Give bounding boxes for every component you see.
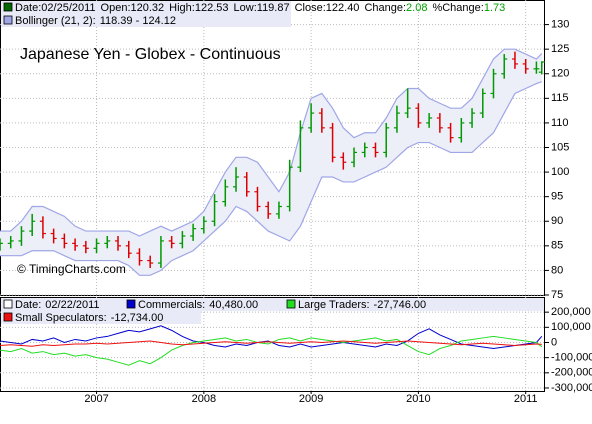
header-row bbox=[1, 1, 291, 14]
series-line bbox=[0, 340, 542, 347]
band-legend: Bollinger (21, 2): 118.39 - 124.12 bbox=[15, 15, 176, 27]
band-value: 118.39 - 124.12 bbox=[100, 15, 176, 27]
y-tick-label: 110 bbox=[551, 117, 569, 129]
watermark: © TimingCharts.com bbox=[17, 262, 126, 276]
header-value: 02/25/2011 bbox=[41, 2, 95, 14]
legend-name: Large Traders: bbox=[298, 299, 370, 311]
x-tick-label: 2008 bbox=[192, 393, 216, 405]
header-value: 2.08 bbox=[406, 2, 427, 14]
header-label: High: bbox=[169, 2, 195, 14]
header-row bbox=[1, 311, 201, 324]
y-tick-label: 105 bbox=[551, 141, 569, 153]
y-tick-label: 0 bbox=[551, 336, 557, 348]
y-tick-label: -300,000 bbox=[551, 382, 592, 394]
legend-name: Small Speculators: bbox=[15, 312, 107, 324]
legend-value: 40,480.00 bbox=[209, 299, 258, 311]
legend-swatch bbox=[3, 15, 13, 25]
header-row bbox=[1, 14, 291, 27]
header-label: Low: bbox=[234, 2, 257, 14]
band-name: Bollinger (21, 2): bbox=[15, 15, 96, 27]
header-value: 122.40 bbox=[326, 2, 360, 14]
legend-entry: Commercials: 40,480.00 bbox=[138, 299, 258, 311]
band-fill bbox=[0, 49, 542, 276]
legend-swatch bbox=[286, 299, 296, 309]
band-line bbox=[0, 81, 542, 276]
legend-entry: Small Speculators: -12,734.00 bbox=[15, 312, 163, 324]
y-tick-label: 115 bbox=[551, 92, 569, 104]
x-tick-label: 2010 bbox=[406, 393, 430, 405]
y-tick-label: 100,000 bbox=[551, 321, 591, 333]
y-tick-label: 90 bbox=[551, 215, 563, 227]
y-tick-label: 100 bbox=[551, 166, 569, 178]
header-text: Date: 02/22/2011 bbox=[15, 299, 100, 311]
legend-swatch bbox=[3, 299, 13, 309]
header-label: %Change: bbox=[432, 2, 483, 14]
y-tick-label: 120 bbox=[551, 68, 569, 80]
header-value: 02/22/2011 bbox=[45, 299, 99, 311]
y-tick-label: 200,000 bbox=[551, 306, 591, 318]
x-tick-label: 2007 bbox=[84, 393, 108, 405]
header-label: Date: bbox=[15, 299, 41, 311]
legend-name: Commercials: bbox=[138, 299, 205, 311]
header-label: Date: bbox=[15, 2, 41, 14]
header-label: Open: bbox=[101, 2, 131, 14]
y-tick-label: -100,000 bbox=[551, 352, 592, 364]
band-line bbox=[0, 48, 543, 237]
header-value: 122.53 bbox=[195, 2, 229, 14]
chart-title: Japanese Yen - Globex - Continuous bbox=[20, 46, 281, 63]
header-value: 1.73 bbox=[484, 2, 505, 14]
y-tick-label: 95 bbox=[551, 191, 563, 203]
header-text: Date:02/25/2011 Open:120.32 High:122.53 Low… bbox=[15, 2, 505, 14]
series-line bbox=[0, 325, 543, 350]
legend-value: -12,734.00 bbox=[111, 312, 164, 324]
y-tick-label: 85 bbox=[551, 240, 563, 252]
header-label: Change: bbox=[364, 2, 406, 14]
legend-swatch bbox=[3, 312, 13, 322]
header-label: Close: bbox=[295, 2, 326, 14]
y-tick-label: 75 bbox=[551, 289, 563, 301]
y-tick-label: 80 bbox=[551, 264, 563, 276]
header-value: 120.32 bbox=[131, 2, 165, 14]
x-tick-label: 2009 bbox=[299, 393, 323, 405]
legend-value: -27,746.00 bbox=[374, 299, 427, 311]
legend-swatch bbox=[126, 299, 136, 309]
y-tick-label: -200,000 bbox=[551, 367, 592, 379]
y-tick-label: 125 bbox=[551, 43, 569, 55]
legend-swatch bbox=[3, 2, 13, 12]
y-tick-label: 130 bbox=[551, 18, 569, 30]
header-value: 119.87 bbox=[257, 2, 290, 14]
legend-entry: Large Traders: -27,746.00 bbox=[298, 299, 426, 311]
x-tick-label: 2011 bbox=[514, 393, 538, 405]
header-row bbox=[1, 298, 544, 311]
